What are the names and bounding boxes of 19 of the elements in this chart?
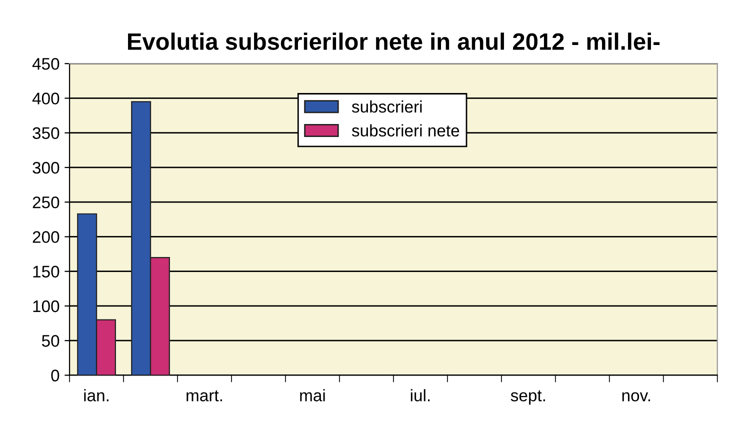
legend-label: subscrieri nete bbox=[352, 124, 460, 137]
y-tick-label: 250 bbox=[32, 196, 60, 208]
x-tick-label: mart. bbox=[186, 390, 222, 402]
y-tick-label: 100 bbox=[33, 300, 60, 312]
x-tick-label: mai bbox=[300, 389, 325, 402]
x-tick-label: ian. bbox=[84, 389, 108, 402]
y-tick-label: 350 bbox=[32, 127, 60, 140]
x-tick-label: nov. bbox=[622, 392, 650, 402]
chart-title: Evolutia subscrierilor nete in anul 2012 - mil.lei- bbox=[128, 32, 660, 50]
y-tick-label: 0 bbox=[51, 370, 60, 382]
y-tick-label: 450 bbox=[32, 58, 60, 70]
x-tick-label: iul. bbox=[410, 389, 430, 402]
x-tick-label: sept. bbox=[510, 390, 545, 405]
y-tick-label: 400 bbox=[32, 92, 60, 104]
legend-label: subscrieri bbox=[352, 100, 422, 113]
y-tick-label: 150 bbox=[33, 266, 60, 278]
y-tick-label: 200 bbox=[32, 231, 60, 243]
y-tick-label: 50 bbox=[42, 335, 60, 347]
y-tick-label: 300 bbox=[32, 162, 60, 174]
